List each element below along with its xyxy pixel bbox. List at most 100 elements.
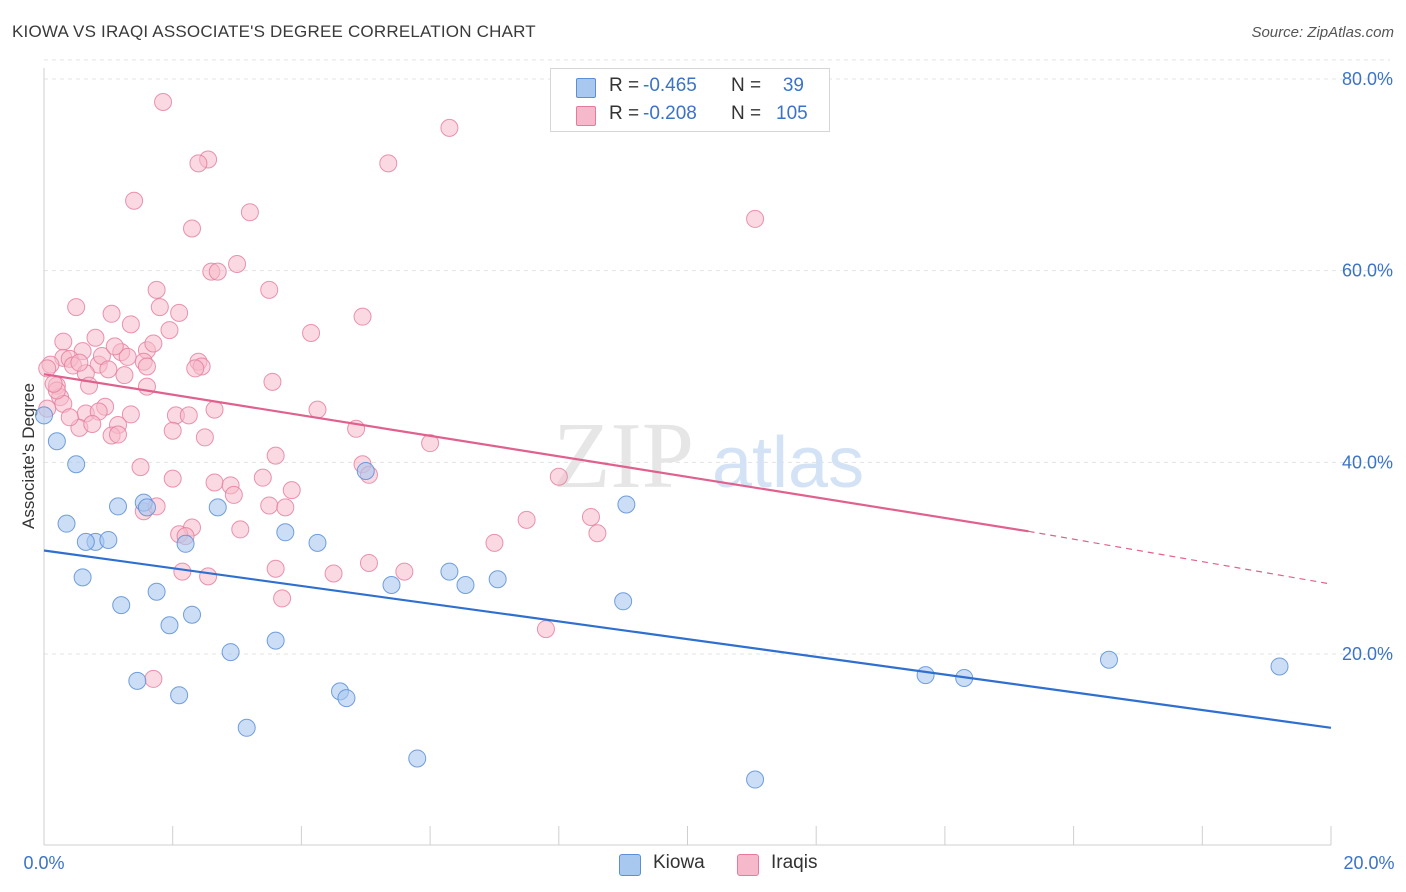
y-tick-label-40: 40.0% <box>1342 452 1393 472</box>
iraqis-point <box>163 421 182 440</box>
kiowa-point <box>237 718 256 737</box>
kiowa-point <box>147 582 166 601</box>
iraqis-point <box>154 93 173 111</box>
bottom-legend-kiowa-swatch <box>619 854 641 876</box>
iraqis-point <box>150 298 169 317</box>
iraqis-point <box>115 366 134 385</box>
iraqis-point <box>38 359 57 378</box>
bottom-legend-iraqis-swatch <box>737 854 759 876</box>
kiowa-trend-line <box>43 549 1332 729</box>
iraqis-point <box>240 203 259 222</box>
kiowa-r-value: -0.465 <box>643 75 697 96</box>
kiowa-point <box>1099 650 1118 669</box>
iraqis-point <box>160 321 179 340</box>
y-tick-label-80: 80.0% <box>1342 69 1393 89</box>
y-tick-label-60: 60.0% <box>1342 261 1393 281</box>
watermark-atlas: atlas <box>712 423 864 503</box>
iraqis-point <box>228 254 247 273</box>
iraqis-point <box>549 467 568 486</box>
x-tick-labels: 0.0% 20.0% <box>23 853 1394 873</box>
iraqis-point <box>183 219 202 238</box>
kiowa-point <box>356 461 375 480</box>
kiowa-n-value: 39 <box>782 75 804 96</box>
iraqis-point <box>273 589 292 608</box>
iraqis-swatch <box>576 106 596 126</box>
iraqis-trend-line <box>43 373 1029 533</box>
iraqis-point <box>86 328 105 347</box>
iraqis-point <box>105 337 124 356</box>
iraqis-point <box>199 567 218 586</box>
kiowa-point <box>456 576 475 594</box>
iraqis-point <box>379 154 398 173</box>
iraqis-point <box>440 118 459 137</box>
iraqis-point <box>70 353 89 372</box>
iraqis-point <box>173 562 192 581</box>
kiowa-point <box>112 596 131 615</box>
iraqis-point <box>359 553 378 572</box>
iraqis-point <box>260 280 279 299</box>
watermark: ZIP atlas <box>553 404 864 508</box>
kiowa-point <box>408 749 427 768</box>
iraqis-point <box>147 280 166 299</box>
iraqis-point <box>224 485 243 504</box>
kiowa-point <box>488 570 507 589</box>
iraqis-point <box>186 359 205 378</box>
iraqis-point <box>118 347 137 366</box>
iraqis-point <box>485 533 504 552</box>
x-tick-label-max: 20.0% <box>1343 853 1394 873</box>
iraqis-point <box>324 564 343 583</box>
legend-row-iraqis: R = -0.208 N = 105 <box>551 100 829 130</box>
legend-row-kiowa: R = -0.465 N = 39 <box>551 72 829 102</box>
kiowa-point <box>176 534 195 553</box>
iraqis-r-label: R = <box>609 103 640 124</box>
iraqis-point <box>266 559 285 578</box>
iraqis-point <box>395 562 414 581</box>
iraqis-point <box>517 510 536 529</box>
iraqis-point <box>189 154 208 173</box>
kiowa-point <box>47 432 66 451</box>
kiowa-point <box>160 616 179 635</box>
kiowa-point <box>73 568 92 587</box>
kiowa-point <box>916 666 935 685</box>
iraqis-point <box>144 334 163 353</box>
kiowa-point <box>617 495 636 514</box>
iraqis-point <box>44 374 63 393</box>
kiowa-point <box>170 686 189 705</box>
kiowa-point <box>183 605 202 624</box>
correlation-legend: R = -0.465 N = 39 R = -0.208 N = 105 <box>550 68 830 132</box>
iraqis-point <box>102 304 121 323</box>
iraqis-point <box>588 524 607 543</box>
grid <box>44 59 1390 655</box>
iraqis-point <box>263 372 282 391</box>
kiowa-point <box>35 406 53 425</box>
iraqis-point <box>253 468 272 487</box>
trend-lines <box>43 373 1332 729</box>
kiowa-point <box>208 498 227 517</box>
iraqis-trend-line-extrapolated <box>1028 530 1332 585</box>
iraqis-point <box>54 332 73 351</box>
kiowa-point <box>440 562 459 581</box>
axes <box>43 68 1332 846</box>
iraqis-point <box>302 323 321 342</box>
bottom-legend-kiowa-label: Kiowa <box>653 852 705 873</box>
kiowa-point <box>276 523 295 542</box>
iraqis-point <box>137 357 156 376</box>
y-axis-label: Associate's Degree <box>19 383 38 529</box>
iraqis-point <box>205 473 224 492</box>
iraqis-point <box>83 415 102 433</box>
iraqis-point <box>536 620 555 639</box>
kiowa-swatch <box>576 78 596 98</box>
iraqis-r-value: -0.208 <box>643 103 697 124</box>
kiowa-point <box>337 689 356 708</box>
iraqis-point <box>170 303 189 322</box>
source-credit: Source: ZipAtlas.com <box>1251 24 1394 41</box>
iraqis-point <box>260 496 279 515</box>
kiowa-n-label: N = <box>731 75 762 96</box>
watermark-zip: ZIP <box>553 404 694 508</box>
y-tick-label-20: 20.0% <box>1342 644 1393 664</box>
iraqis-point <box>353 307 372 326</box>
iraqis-point <box>67 298 86 317</box>
kiowa-point <box>99 530 118 549</box>
iraqis-point <box>581 507 600 526</box>
